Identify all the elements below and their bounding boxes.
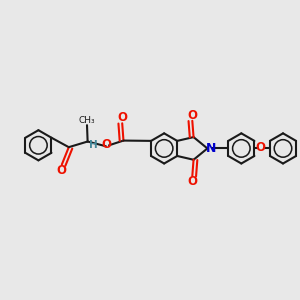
Text: H: H	[89, 140, 98, 150]
Text: O: O	[56, 164, 66, 177]
Text: O: O	[187, 109, 197, 122]
Text: O: O	[101, 138, 112, 151]
Text: N: N	[206, 142, 217, 155]
Text: O: O	[117, 111, 127, 124]
Text: O: O	[187, 175, 197, 188]
Text: CH₃: CH₃	[79, 116, 95, 124]
Text: O: O	[256, 141, 266, 154]
